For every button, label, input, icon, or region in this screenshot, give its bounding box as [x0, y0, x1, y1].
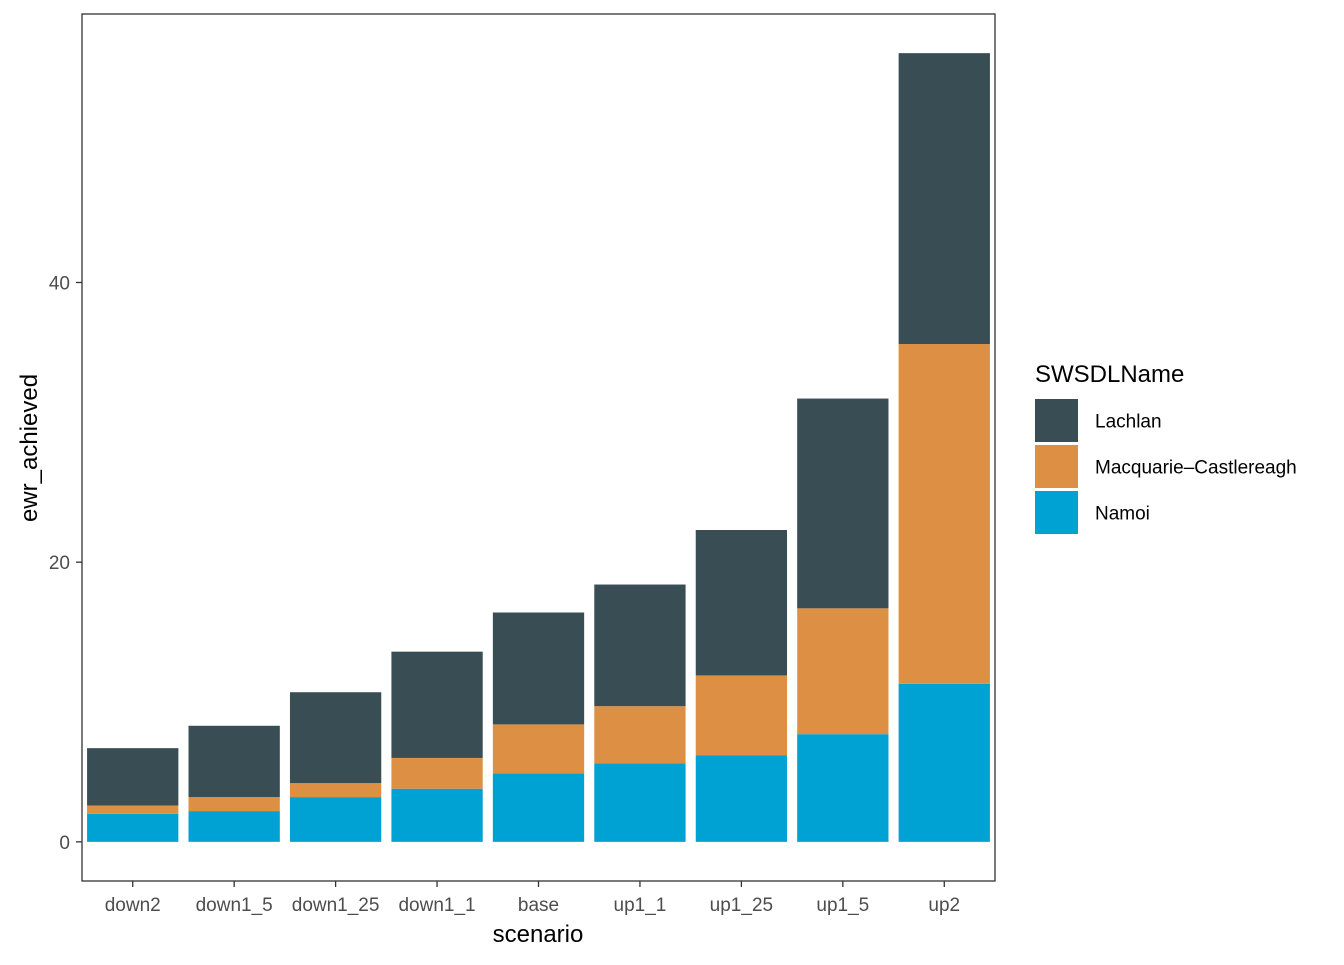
- bar-down1-25-namoi: [289, 797, 382, 842]
- bar-down1-25-lachlan: [289, 692, 382, 784]
- bars: [87, 53, 990, 842]
- legend-key-namoi: [1035, 491, 1078, 534]
- bar-up2-lachlan: [898, 53, 990, 345]
- x-tick-label: down1_1: [398, 895, 475, 916]
- legend-key-lachlan: [1035, 399, 1078, 442]
- bar-up2-macquarie-castlereagh: [898, 344, 990, 684]
- x-tick-label: up1_25: [710, 895, 773, 916]
- bar-up1-5-macquarie-castlereagh: [797, 608, 889, 735]
- y-axis-title: ewr_achieved: [16, 374, 43, 522]
- bar-up1-25-namoi: [695, 755, 788, 842]
- bar-down2-lachlan: [87, 748, 179, 806]
- y-axis: 0 20 40: [49, 273, 82, 854]
- bar-down1-1-namoi: [391, 788, 483, 842]
- bar-down1-1-macquarie-castlereagh: [391, 757, 483, 789]
- bar-up1-5-namoi: [797, 734, 889, 842]
- bar-up1-5-lachlan: [797, 398, 889, 609]
- bar-up1-25-macquarie-castlereagh: [695, 675, 788, 756]
- legend-key-macquarie-castlereagh: [1035, 445, 1078, 488]
- x-tick-label: down1_5: [196, 895, 273, 916]
- legend-label-macquarie-castlereagh: Macquarie–Castlereagh: [1095, 458, 1297, 479]
- x-tick-label: down1_25: [292, 895, 380, 916]
- y-tick-label: 0: [59, 833, 70, 854]
- legend-title: SWSDLName: [1035, 361, 1184, 388]
- bar-base-macquarie-castlereagh: [492, 724, 585, 774]
- bar-down1-5-lachlan: [188, 725, 280, 798]
- bar-down2-namoi: [87, 813, 179, 842]
- y-tick-label: 40: [49, 273, 70, 294]
- x-tick-label: up1_1: [614, 895, 667, 916]
- bar-up1-25-lachlan: [695, 530, 788, 676]
- bar-up1-1-lachlan: [594, 584, 686, 707]
- x-tick-label: down2: [105, 895, 161, 916]
- bar-down1-1-lachlan: [391, 651, 483, 758]
- bar-up1-1-namoi: [594, 763, 686, 842]
- bar-up2-namoi: [898, 683, 990, 842]
- x-tick-label: base: [518, 895, 559, 916]
- legend-label-lachlan: Lachlan: [1095, 412, 1162, 433]
- x-tick-label: up2: [928, 895, 960, 916]
- y-tick-label: 20: [49, 553, 70, 574]
- x-tick-label: up1_5: [816, 895, 869, 916]
- bar-base-lachlan: [492, 612, 585, 725]
- bar-down2-macquarie-castlereagh: [87, 805, 179, 814]
- bar-down1-5-namoi: [188, 811, 280, 842]
- bar-down1-5-macquarie-castlereagh: [188, 797, 280, 812]
- bar-up1-1-macquarie-castlereagh: [594, 706, 686, 764]
- legend-label-namoi: Namoi: [1095, 504, 1150, 525]
- x-axis: down2 down1_5 down1_25 down1_1 base up1_1 up1_…: [105, 881, 960, 916]
- legend: SWSDLName Lachlan Macquarie–Castlereagh Na…: [1035, 361, 1297, 534]
- x-axis-title: scenario: [493, 921, 584, 948]
- bar-base-namoi: [492, 773, 585, 842]
- bar-down1-25-macquarie-castlereagh: [289, 783, 382, 798]
